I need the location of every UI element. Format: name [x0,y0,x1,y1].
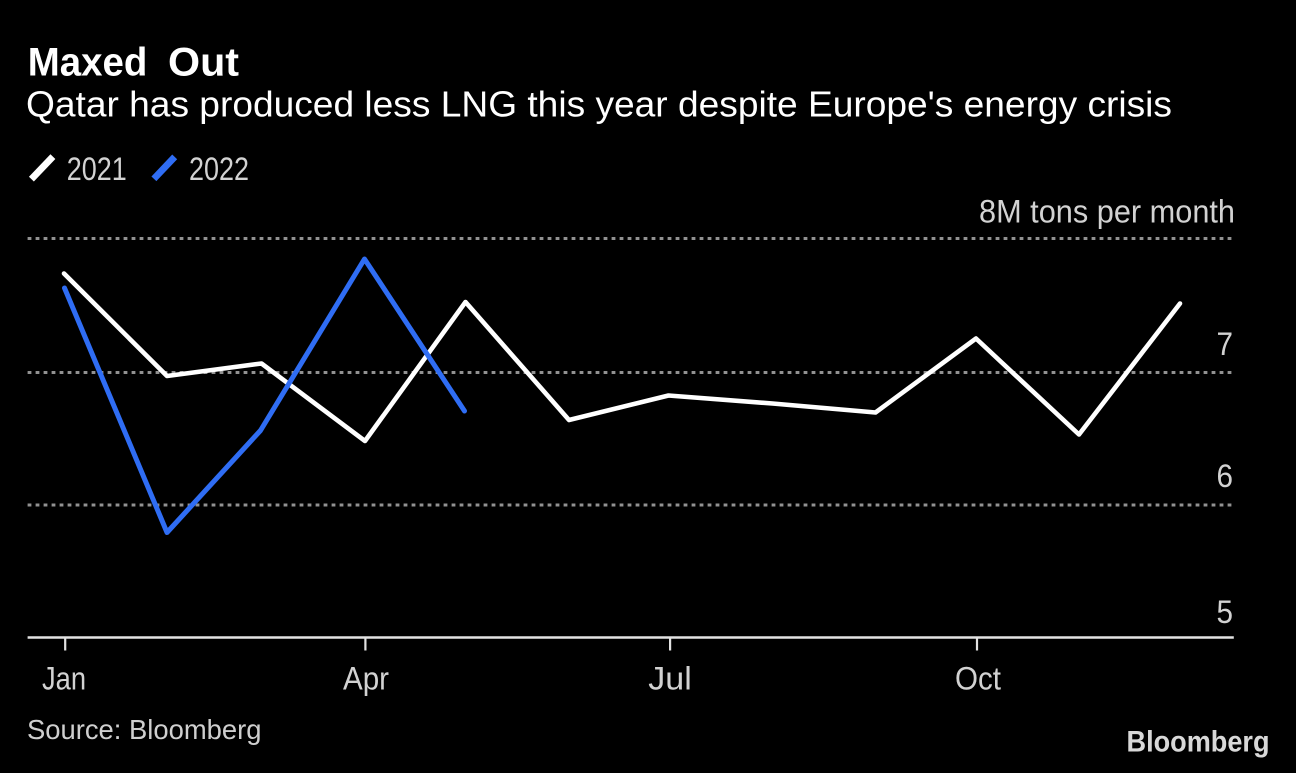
svg-text:Qatar has produced less LNG th: Qatar has produced less LNG this year de… [26,83,1172,124]
svg-text:Apr: Apr [343,660,389,696]
svg-text:Maxed: Maxed [28,41,148,85]
svg-text:6: 6 [1217,458,1234,494]
svg-text:Out: Out [168,41,239,85]
svg-text:Oct: Oct [955,660,1001,696]
svg-text:Bloomberg: Bloomberg [1127,725,1270,758]
svg-text:8M tons per month: 8M tons per month [979,193,1235,229]
svg-text:Jan: Jan [42,660,86,696]
svg-text:5: 5 [1217,594,1234,630]
svg-text:Source: Bloomberg: Source: Bloomberg [27,714,262,745]
svg-text:2022: 2022 [189,151,249,187]
svg-text:7: 7 [1217,326,1234,362]
svg-text:2021: 2021 [67,151,127,187]
svg-text:Jul: Jul [648,660,692,696]
